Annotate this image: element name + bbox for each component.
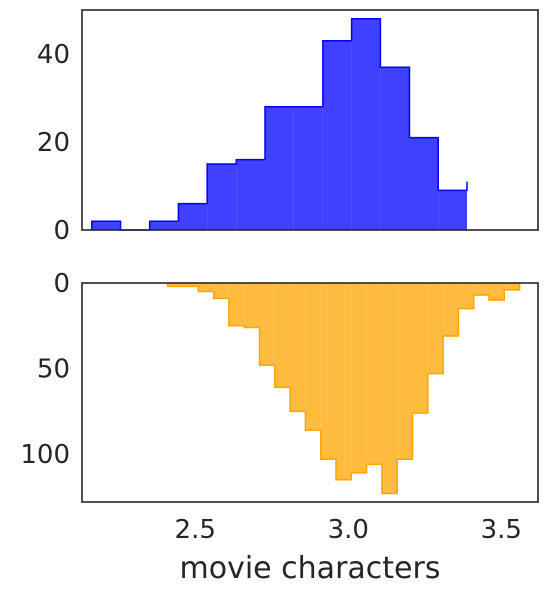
plot-frame: [81, 9, 539, 231]
histogram-bar: [265, 106, 294, 230]
histogram-bar: [351, 18, 381, 230]
histogram-bar: [366, 283, 382, 465]
histogram-bar: [336, 283, 352, 480]
histogram-bar: [458, 283, 474, 309]
histogram-bar: [274, 283, 291, 388]
histogram-bar: [91, 221, 121, 230]
plot-frame: [81, 282, 539, 503]
x-tick-label: 3.0: [328, 515, 369, 545]
histogram-bar: [228, 283, 245, 326]
histogram-bar: [213, 283, 229, 299]
histogram-bar: [182, 283, 199, 287]
histogram-bar: [409, 137, 439, 230]
histogram-bar: [504, 283, 520, 290]
histogram-bar: [320, 283, 337, 460]
histogram-bar: [149, 221, 179, 230]
histogram-bar: [443, 283, 459, 337]
y-tick-label: 50: [37, 355, 70, 385]
histogram-bar: [427, 283, 444, 374]
y-tick-label: 0: [53, 216, 70, 246]
x-tick-label: 3.5: [481, 515, 522, 545]
x-tick-label: 2.5: [175, 515, 216, 545]
histogram-step-outline: [91, 18, 468, 231]
top-histogram-panel: 0 20 40: [37, 9, 539, 246]
histogram-bar: [397, 283, 413, 460]
histogram-bar: [259, 283, 275, 366]
y-tick-label: 100: [20, 440, 70, 470]
histogram-bar: [351, 283, 367, 473]
histogram-bar: [412, 283, 428, 414]
y-tick-label: 20: [37, 128, 70, 158]
histogram-bar: [305, 283, 321, 431]
histogram-bar: [198, 283, 214, 292]
histogram-bar: [381, 283, 398, 494]
y-tick-label: 40: [37, 40, 70, 70]
histogram-bar: [473, 283, 490, 295]
histogram-bar: [236, 159, 266, 230]
histogram-bar: [290, 283, 306, 412]
histogram-bar: [380, 67, 410, 230]
histogram-bar: [489, 283, 505, 301]
bottom-histogram-panel: 0 50 100 2.5 3.0 3.5: [20, 269, 539, 545]
histogram-bar: [438, 190, 467, 230]
histogram-bar: [178, 203, 208, 230]
histogram-bar: [207, 164, 237, 230]
histogram-bar: [167, 283, 183, 287]
y-tick-label: 0: [53, 269, 70, 299]
histogram-step-outline: [166, 283, 521, 495]
histogram-bar: [244, 283, 260, 328]
histogram-bar: [322, 40, 352, 230]
histogram-bar: [293, 106, 323, 230]
x-axis-label: movie characters: [180, 551, 441, 586]
